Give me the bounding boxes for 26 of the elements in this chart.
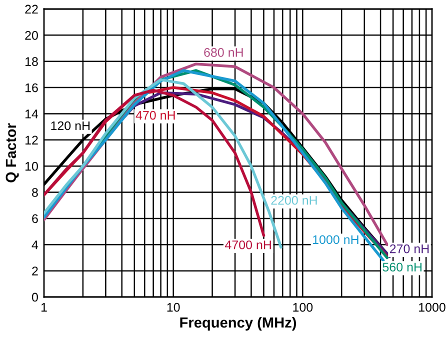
x-tick-label: 1000 xyxy=(419,302,446,312)
series-label: 470 nH xyxy=(136,110,175,120)
y-tick-label: 20 xyxy=(25,30,38,40)
y-tick-label: 22 xyxy=(25,4,38,14)
y-tick-label: 2 xyxy=(32,266,38,276)
series-label: 270 nH xyxy=(390,244,429,254)
series-label: 4700 nH xyxy=(224,240,271,250)
x-tick-label: 100 xyxy=(293,302,313,312)
y-tick-label: 14 xyxy=(25,110,38,118)
series-label: 2200 nH xyxy=(271,196,317,205)
series-label: 1000 nH xyxy=(313,235,358,244)
y-tick-label: 16 xyxy=(25,83,38,92)
y-tick-label: 0 xyxy=(32,292,38,302)
series-label: 560 nH xyxy=(382,262,422,272)
y-tick-label: 8 xyxy=(32,188,38,197)
series-label: 120 nH xyxy=(51,121,90,130)
x-tick-label: 10 xyxy=(167,302,180,312)
y-tick-label: 12 xyxy=(25,136,38,144)
x-tick-label: 1 xyxy=(41,303,47,312)
y-tick-label: 6 xyxy=(32,214,38,224)
y-tick-label: 18 xyxy=(25,57,38,66)
y-tick-label: 4 xyxy=(32,240,38,250)
x-axis-title: Frequency (MHz) xyxy=(180,316,296,331)
y-tick-label: 10 xyxy=(25,162,38,171)
y-axis-title: Q Factor xyxy=(6,123,19,182)
series-label: 680 nH xyxy=(204,48,243,57)
